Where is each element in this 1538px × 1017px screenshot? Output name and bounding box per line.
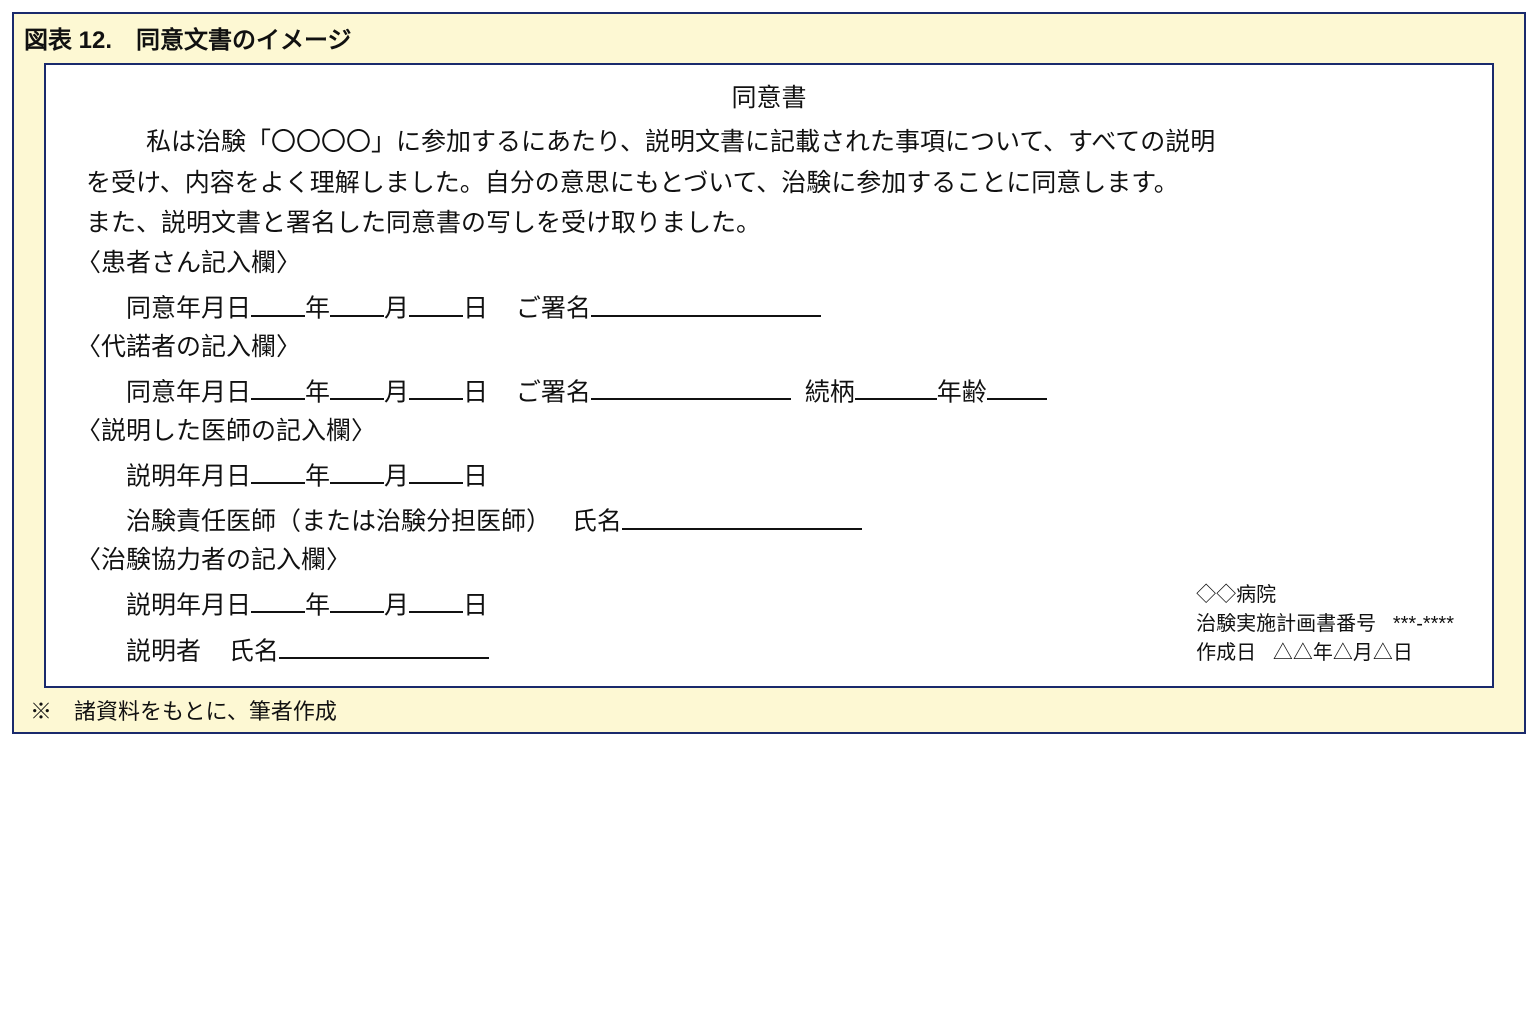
created-row: 作成日 △△年△月△日 bbox=[1196, 639, 1454, 668]
label-month: 月 bbox=[384, 462, 409, 490]
patient-sig-label: ご署名 bbox=[516, 295, 591, 323]
figure-box: 図表 12. 同意文書のイメージ 同意書 私は治験「〇〇〇〇」に参加するにあたり… bbox=[12, 12, 1526, 734]
doctor-role-label: 治験責任医師（または治験分担医師） bbox=[126, 508, 551, 536]
intro-line-1: 私は治験「〇〇〇〇」に参加するにあたり、説明文書に記載された事項について、すべて… bbox=[86, 129, 1452, 155]
figure-heading: 図表 12. 同意文書のイメージ bbox=[14, 14, 1524, 63]
patient-day-blank[interactable] bbox=[409, 288, 463, 316]
proxy-row: 同意年月日 年 月 日 ご署名 続柄 年齢 bbox=[76, 372, 1462, 406]
doctor-date-row: 説明年月日 年 月 日 bbox=[76, 456, 1462, 490]
proxy-sig-label: ご署名 bbox=[516, 378, 591, 406]
staff-date-label: 説明年月日 bbox=[126, 591, 251, 619]
proxy-date-label: 同意年月日 bbox=[126, 378, 251, 406]
label-year: 年 bbox=[305, 378, 330, 406]
label-day: 日 bbox=[463, 462, 488, 490]
proxy-day-blank[interactable] bbox=[409, 372, 463, 400]
staff-day-blank[interactable] bbox=[409, 585, 463, 613]
doctor-date-label: 説明年月日 bbox=[126, 462, 251, 490]
section-staff-head: 〈治験協力者の記入欄〉 bbox=[76, 547, 1462, 573]
doctor-name-row: 治験責任医師（または治験分担医師） 氏名 bbox=[76, 501, 1462, 535]
staff-name-label: 氏名 bbox=[229, 637, 279, 665]
label-day: 日 bbox=[463, 378, 488, 406]
hospital-name: ◇◇病院 bbox=[1196, 581, 1454, 610]
intro-line-2: を受け、内容をよく理解しました。自分の意思にもとづいて、治験に参加することに同意… bbox=[86, 170, 1452, 196]
doctor-day-blank[interactable] bbox=[409, 456, 463, 484]
label-month: 月 bbox=[384, 591, 409, 619]
label-month: 月 bbox=[384, 378, 409, 406]
figure-source-note: ※ 諸資料をもとに、筆者作成 bbox=[14, 692, 1524, 732]
proxy-relation-blank[interactable] bbox=[855, 372, 937, 400]
patient-year-blank[interactable] bbox=[251, 288, 305, 316]
section-patient-head: 〈患者さん記入欄〉 bbox=[76, 250, 1462, 276]
intro-line-3: また、説明文書と署名した同意書の写しを受け取りました。 bbox=[86, 210, 1452, 236]
created-label: 作成日 bbox=[1196, 642, 1256, 664]
label-day: 日 bbox=[463, 591, 488, 619]
label-year: 年 bbox=[305, 295, 330, 323]
plan-row: 治験実施計画書番号 ***-**** bbox=[1196, 610, 1454, 639]
patient-row: 同意年月日 年 月 日 ご署名 bbox=[76, 288, 1462, 322]
consent-form: 同意書 私は治験「〇〇〇〇」に参加するにあたり、説明文書に記載された事項について… bbox=[44, 63, 1494, 688]
staff-name-blank[interactable] bbox=[279, 631, 489, 659]
proxy-year-blank[interactable] bbox=[251, 372, 305, 400]
proxy-age-blank[interactable] bbox=[987, 372, 1047, 400]
hospital-info-block: ◇◇病院 治験実施計画書番号 ***-**** 作成日 △△年△月△日 bbox=[1196, 581, 1454, 668]
label-year: 年 bbox=[305, 462, 330, 490]
section-proxy-head: 〈代諾者の記入欄〉 bbox=[76, 334, 1462, 360]
patient-month-blank[interactable] bbox=[330, 288, 384, 316]
staff-year-blank[interactable] bbox=[251, 585, 305, 613]
created-value: △△年△月△日 bbox=[1273, 642, 1413, 664]
doctor-name-blank[interactable] bbox=[622, 501, 862, 529]
staff-explainer-label: 説明者 bbox=[126, 637, 201, 665]
patient-date-label: 同意年月日 bbox=[126, 295, 251, 323]
proxy-sig-blank[interactable] bbox=[591, 372, 791, 400]
doctor-name-label: 氏名 bbox=[572, 508, 622, 536]
patient-sig-blank[interactable] bbox=[591, 288, 821, 316]
plan-value: ***-**** bbox=[1393, 613, 1454, 635]
doctor-month-blank[interactable] bbox=[330, 456, 384, 484]
doctor-year-blank[interactable] bbox=[251, 456, 305, 484]
label-year: 年 bbox=[305, 591, 330, 619]
label-day: 日 bbox=[463, 295, 488, 323]
intro-paragraph: 私は治験「〇〇〇〇」に参加するにあたり、説明文書に記載された事項について、すべて… bbox=[86, 129, 1452, 236]
staff-month-blank[interactable] bbox=[330, 585, 384, 613]
form-title: 同意書 bbox=[76, 85, 1462, 111]
plan-label: 治験実施計画書番号 bbox=[1196, 613, 1376, 635]
label-month: 月 bbox=[384, 295, 409, 323]
proxy-age-label: 年齢 bbox=[937, 378, 987, 406]
proxy-relation-label: 続柄 bbox=[805, 378, 855, 406]
proxy-month-blank[interactable] bbox=[330, 372, 384, 400]
section-doctor-head: 〈説明した医師の記入欄〉 bbox=[76, 418, 1462, 444]
